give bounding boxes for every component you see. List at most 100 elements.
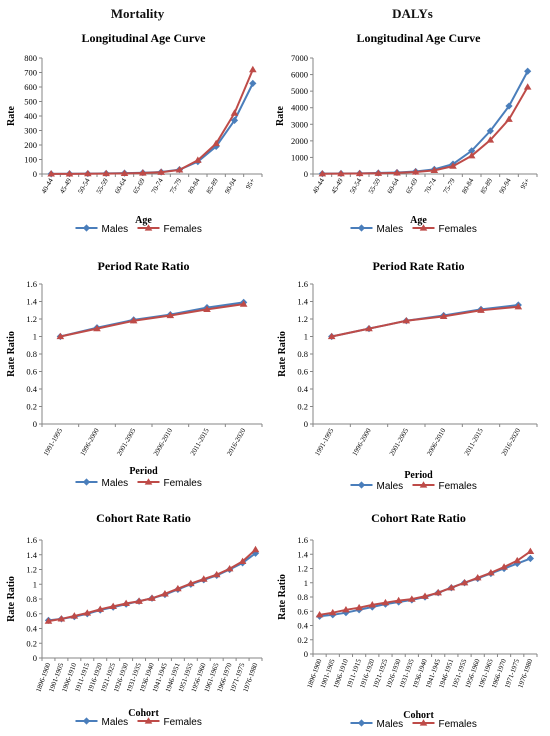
data-point-females xyxy=(439,312,448,319)
data-point-females xyxy=(393,169,401,176)
data-point-females xyxy=(161,590,169,597)
series-line-females xyxy=(60,303,244,338)
y-tick-label: 0.4 xyxy=(297,384,308,394)
y-tick-label: 1.4 xyxy=(297,549,308,559)
data-point-females xyxy=(166,311,175,319)
x-tick-label: 2011-2015 xyxy=(463,427,485,457)
data-point-females xyxy=(514,302,523,310)
data-point-females xyxy=(523,83,532,90)
legend-label-males: Males xyxy=(102,224,129,235)
dalys-cohort-ratio-chart: Cohort Rate Ratio 0 0.2 0.4 0.6 0.8 1 1.2 1.4 1.6… xyxy=(277,511,538,730)
y-tick-label: 0 xyxy=(304,169,308,179)
y-tick-label: 400 xyxy=(24,111,37,121)
x-tick-label: 90-94 xyxy=(498,177,513,196)
y-tick-label: 1 xyxy=(33,579,37,589)
legend-label-males: Males xyxy=(102,478,129,489)
y-axis-label: Rate xyxy=(6,105,17,126)
data-point-females xyxy=(402,316,411,324)
y-tick-label: 300 xyxy=(24,126,37,136)
data-point-females xyxy=(513,556,522,564)
legend-marker-males xyxy=(82,478,91,486)
data-point-females xyxy=(157,168,165,175)
y-tick-label: 1.6 xyxy=(26,535,37,545)
x-tick-label: 70-74 xyxy=(150,177,165,196)
data-point-females xyxy=(239,300,248,307)
legend: Males Females xyxy=(350,481,477,492)
data-point-females xyxy=(44,617,53,624)
data-point-females xyxy=(460,578,469,586)
legend-marker-females xyxy=(419,481,428,488)
y-tick-label: 0.6 xyxy=(297,367,308,377)
x-tick-label: 55-59 xyxy=(95,177,110,196)
data-point-females xyxy=(212,139,220,147)
data-point-females xyxy=(411,168,420,175)
x-tick-label: 75-79 xyxy=(168,177,183,196)
y-tick-label: 500 xyxy=(24,97,37,107)
legend-marker-females xyxy=(144,478,153,485)
data-point-females xyxy=(381,598,390,606)
legend: Males Females xyxy=(350,719,477,730)
y-tick-label: 0 xyxy=(304,419,308,429)
x-axis-label: Age xyxy=(135,215,152,226)
data-point-males xyxy=(505,102,513,110)
data-point-males xyxy=(526,554,535,563)
data-point-females xyxy=(394,596,403,604)
legend-marker-females xyxy=(144,717,153,724)
chart-title: Period Rate Ratio xyxy=(373,259,465,273)
data-point-females xyxy=(251,545,260,553)
legend-label-females: Females xyxy=(439,719,477,730)
y-tick-label: 600 xyxy=(24,82,37,92)
y-tick-label: 0.8 xyxy=(26,594,37,604)
data-point-females xyxy=(57,615,66,622)
mortality-column-title: Mortality xyxy=(110,6,165,21)
x-tick-label: 1991-1995 xyxy=(42,427,64,458)
chart-title: Cohort Rate Ratio xyxy=(371,511,466,525)
series-line-females xyxy=(319,550,531,616)
data-point-females xyxy=(135,597,143,604)
data-point-females xyxy=(225,564,234,572)
y-tick-label: 0.4 xyxy=(297,621,308,631)
y-tick-label: 0.2 xyxy=(26,402,37,412)
y-tick-label: 1.2 xyxy=(297,564,308,574)
x-tick-label: 85-89 xyxy=(205,177,220,196)
legend-label-females: Females xyxy=(164,224,202,235)
data-point-females xyxy=(505,115,513,122)
data-point-males xyxy=(230,116,239,124)
y-axis-label: Rate xyxy=(275,105,286,126)
legend: Males Females xyxy=(75,224,202,235)
chart-title: Longitudinal Age Curve xyxy=(356,31,481,45)
x-axis-label: Age xyxy=(410,215,427,226)
y-axis-label: Rate Ratio xyxy=(6,576,17,622)
data-point-females xyxy=(408,595,416,602)
y-tick-label: 1 xyxy=(304,332,308,342)
data-point-females xyxy=(194,156,202,163)
y-tick-label: 1000 xyxy=(291,152,308,162)
data-point-females xyxy=(355,603,363,611)
legend-marker-males xyxy=(357,719,366,727)
y-tick-label: 0.2 xyxy=(297,402,308,412)
y-tick-label: 0.2 xyxy=(26,638,37,648)
data-point-females xyxy=(328,608,337,616)
y-tick-label: 100 xyxy=(24,155,37,165)
x-tick-label: 80-84 xyxy=(460,177,475,196)
y-tick-label: 4000 xyxy=(291,103,308,113)
x-tick-label: 1991-1995 xyxy=(313,427,335,458)
x-tick-label: 2001-2005 xyxy=(388,427,410,458)
data-point-females xyxy=(84,169,92,177)
x-tick-label: 2011-2015 xyxy=(189,427,211,457)
y-tick-label: 1.4 xyxy=(297,297,308,307)
dalys-age-curve-chart: Longitudinal Age Curve 0 1000 2000 3000 4000 5… xyxy=(275,31,538,235)
x-tick-label: 45-49 xyxy=(330,177,345,196)
x-tick-label: 95+ xyxy=(244,177,256,191)
data-point-females xyxy=(467,151,476,159)
y-tick-label: 0.6 xyxy=(297,606,308,616)
series-females xyxy=(47,65,257,177)
legend-label-females: Females xyxy=(164,717,202,728)
x-tick-label: 65-69 xyxy=(404,177,419,196)
series-males xyxy=(318,67,532,178)
legend-marker-males xyxy=(82,717,91,725)
x-tick-label: 2016-2020 xyxy=(225,427,247,458)
series-females xyxy=(327,302,523,340)
series-line-females xyxy=(331,305,519,338)
dalys-column-title: DALYs xyxy=(392,6,433,21)
